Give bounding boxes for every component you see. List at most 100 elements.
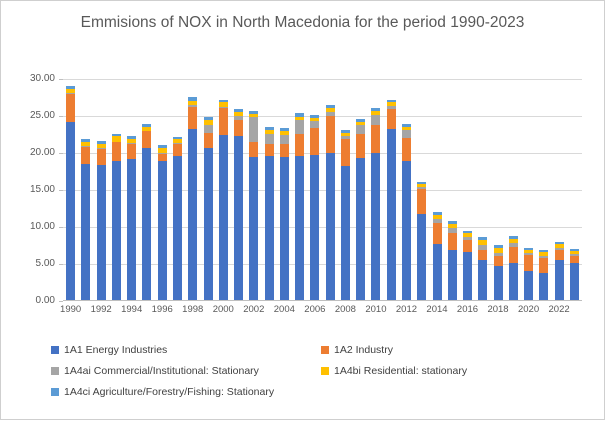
bar-segment [127,158,137,300]
bar-segment [569,248,579,252]
y-axis-label: 5.00 [35,258,55,269]
legend-swatch-icon [321,367,329,375]
bar-segment [218,134,228,300]
bar-segment [279,128,289,132]
x-axis-label: 2012 [395,304,418,315]
bar-segment [111,142,121,161]
bar-segment [356,157,366,300]
stacked-bar-1999 [203,117,213,300]
legend: 1A1 Energy Industries 1A2 Industry 1A4ai C… [51,344,467,398]
bar-segment [340,132,350,136]
bar-segment [432,214,442,219]
stacked-bar-2011 [386,99,396,300]
gridline [63,79,582,80]
bar-segment [401,126,411,130]
bar-segment [417,181,427,184]
bar-segment [386,106,396,110]
bar-segment [310,118,320,121]
bar-segment [142,147,152,300]
bar-segment [463,240,473,252]
bar-segment [508,243,518,247]
bar-segment [310,128,320,155]
bar-segment [172,136,182,140]
bar-segment [279,131,289,135]
bar-segment [142,130,152,132]
bar-segment [157,145,167,149]
bar-segment [81,142,91,147]
stacked-bar-1990 [66,86,76,300]
bar-segment [447,228,457,234]
bar-slot-1997 [170,79,185,300]
bar-segment [203,147,213,300]
chart-title-text: Emmisions of NOX in North Macedonia for … [80,14,525,31]
bar-segment [569,251,579,255]
x-axis-label: 2006 [304,304,326,315]
bar-segment [127,138,137,144]
bar-segment [493,245,503,248]
bar-segment [493,247,503,253]
x-axis-label: 2004 [273,304,295,315]
legend-item-1: 1A1 Energy Industries [51,344,311,356]
bar-slot-2019 [506,79,521,300]
bar-segment [371,111,381,116]
legend-swatch-icon [321,346,329,354]
bar-slot-2013 [414,79,429,300]
bar-segment [386,129,396,300]
bar-segment [539,255,549,258]
bar-segment [569,263,579,300]
bar-segment [111,160,121,300]
bar-segment [218,106,228,109]
bar-slot-2021 [536,79,551,300]
bar-segment [539,272,549,300]
bar-segment [432,243,442,300]
legend-label: 1A2 Industry [334,344,393,356]
gridline [63,190,582,191]
y-axis-tick [59,190,63,191]
bar-segment [142,126,152,131]
bar-segment [539,257,549,273]
bar-slot-2009 [353,79,368,300]
bar-segment [127,143,137,144]
bar-segment [111,133,121,137]
bar-segment [279,143,289,158]
bars-row [63,79,582,300]
x-axis-label: 2008 [334,304,356,315]
legend-swatch-icon [51,346,59,354]
bar-slot-2005 [292,79,307,300]
bar-segment [386,102,396,107]
bar-segment [66,93,76,123]
bar-segment [569,255,579,263]
gridline [63,153,582,154]
stacked-bar-2004 [279,128,289,300]
legend-item-2: 1A2 Industry [321,344,467,356]
bar-segment [66,122,76,300]
bar-segment [66,86,76,90]
bar-segment [81,146,91,164]
bar-segment [188,97,198,101]
bar-segment [463,237,473,241]
bar-segment [508,236,518,239]
stacked-bar-2021 [539,249,549,300]
bar-segment [203,117,213,121]
y-axis-label: 15.00 [29,184,55,195]
stacked-bar-2018 [493,245,503,300]
legend-swatch-icon [51,388,59,396]
bar-slot-2023 [567,79,582,300]
bar-segment [554,260,564,300]
stacked-bar-2019 [508,236,518,300]
bar-segment [447,223,457,229]
bar-segment [234,109,244,113]
bar-segment [234,135,244,300]
stacked-bar-1996 [157,145,167,300]
bar-segment [295,120,305,135]
bar-segment [66,92,76,94]
bar-segment [463,251,473,300]
bar-segment [279,135,289,144]
x-axis-label: 1996 [151,304,173,315]
bar-segment [249,157,259,300]
bar-segment [493,252,503,257]
bar-segment [249,114,259,118]
bar-segment [142,123,152,127]
stacked-bar-1992 [96,140,106,300]
bar-segment [493,256,503,266]
